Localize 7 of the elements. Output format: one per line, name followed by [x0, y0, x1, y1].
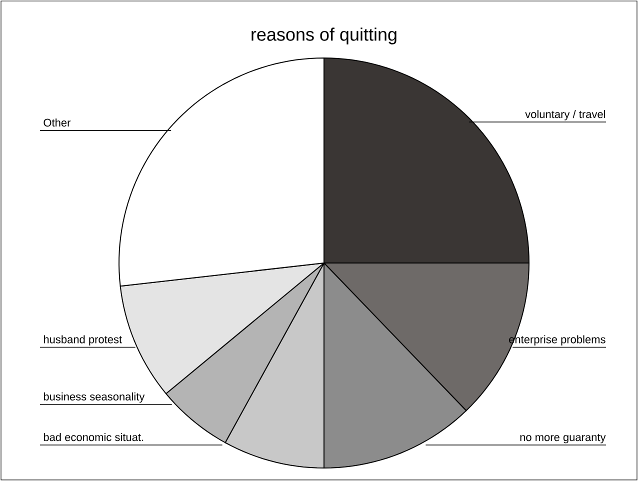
chart-title: reasons of quitting	[252, 28, 396, 44]
slice-label: bad economic situat.	[44, 433, 144, 442]
slice-label: husband protest	[44, 335, 122, 346]
slice-label: no more guaranty	[520, 434, 606, 444]
slice-label: Other	[44, 118, 71, 127]
slice-label: voluntary / travel	[525, 110, 606, 120]
slice-label: business seasonality	[44, 392, 145, 403]
